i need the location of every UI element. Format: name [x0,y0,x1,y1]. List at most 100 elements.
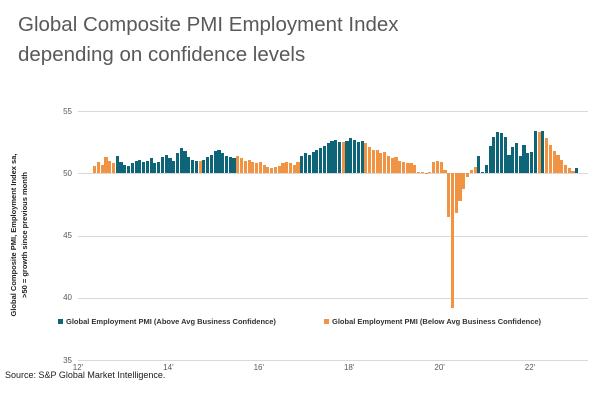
gridline-55 [78,111,588,112]
bar [567,168,571,174]
bar [322,145,326,174]
bar [469,169,473,174]
bar [447,173,451,217]
legend-swatch-above [58,318,63,324]
bar [465,173,470,177]
bar [307,154,311,174]
bar [300,155,304,174]
bar [349,138,353,174]
bar [175,153,180,174]
bar [522,144,526,174]
bar [243,160,247,174]
bar [398,160,402,174]
bar [420,172,424,174]
bar [424,173,428,175]
bar [488,145,492,174]
bar [288,163,293,174]
bar [149,158,153,174]
bar [213,150,217,174]
bar [514,143,519,174]
bar [285,162,289,174]
y-tick-40: 40 [63,293,72,303]
bar [217,149,221,174]
bar [428,172,432,174]
bar [296,162,300,174]
bar [541,130,545,174]
bar [341,142,345,174]
bar [394,157,398,174]
bar [145,160,149,174]
bar [556,154,560,174]
x-tick-12: 12' [72,363,84,372]
bar [247,159,251,174]
bar [123,164,127,174]
bar [326,143,330,174]
bar [315,149,319,174]
bar [503,137,507,174]
bar [462,173,466,190]
gridline-45 [78,235,588,237]
bar [206,157,210,174]
bar [157,162,161,174]
bar [477,155,481,174]
bar [345,140,349,174]
bar [499,133,503,174]
bar [304,153,308,174]
bar [100,164,104,174]
bar [164,154,168,174]
bar [270,168,274,174]
bar [386,155,390,174]
bar [311,152,315,174]
bar [356,142,360,174]
bar [126,165,131,174]
bar [221,153,225,174]
bar [108,160,112,174]
bar [228,157,232,174]
bar [130,163,134,174]
bar [364,143,368,174]
bar [518,155,522,174]
bar [236,155,240,174]
bar [379,153,383,174]
bar [179,148,183,174]
bar [183,150,187,174]
legend-item-above: Global Employment PMI (Above Avg Busines… [58,316,276,326]
x-tick-20: 20' [434,363,445,372]
bar [360,140,364,174]
legend-label-below: Global Employment PMI (Below Avg Busines… [332,316,542,326]
bar [198,160,202,174]
bar [191,159,195,174]
bar [545,138,549,174]
gridline-35 [78,360,588,361]
bar [319,148,323,174]
bar [352,139,357,174]
bar [281,163,285,174]
bar [172,160,176,174]
bar [552,150,556,174]
y-axis-label: Global Composite PMI, Employment Index s… [8,118,30,352]
bar [443,169,447,174]
bar [337,142,342,174]
bar [142,162,146,174]
x-tick-16: 16' [253,363,265,372]
bar [292,164,296,174]
bar [473,167,477,174]
bar [266,167,270,174]
bar [371,149,375,174]
y-axis-label-line2: >50 = growth since previous month [20,172,29,298]
bar [560,159,564,174]
bar [262,164,266,174]
bar [571,170,575,174]
bar [202,159,206,174]
bar [168,158,172,174]
x-tick-18: 18' [343,363,355,372]
bar [563,164,568,174]
bar [239,158,244,174]
x-tick-22: 22' [524,363,536,372]
bar [481,172,485,174]
bar [138,159,142,174]
bar [160,157,164,174]
bar [251,162,255,174]
bar [273,167,277,174]
